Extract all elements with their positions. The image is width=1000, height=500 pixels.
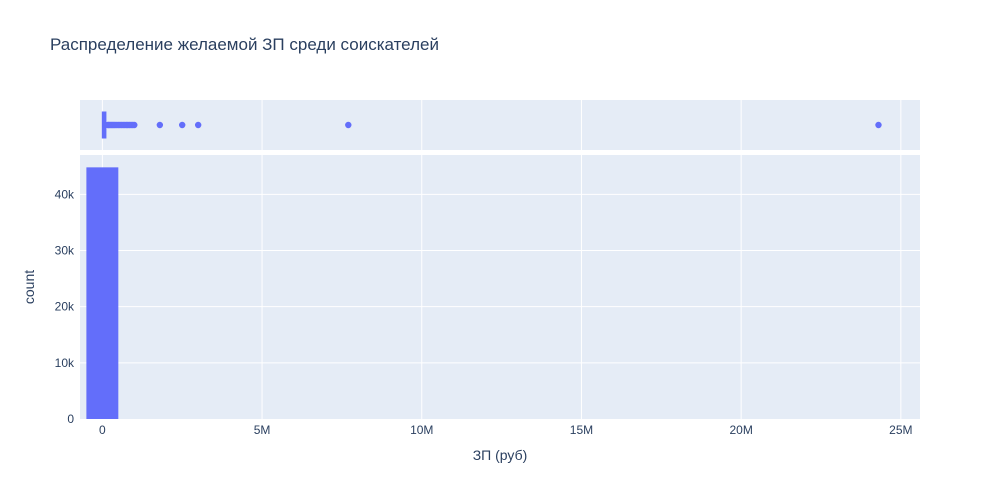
outlier-point	[875, 121, 882, 129]
x-tick-label: 0	[99, 423, 106, 437]
box-outliers	[104, 121, 882, 129]
y-tick-label: 30k	[55, 243, 75, 257]
y-axis-label: count	[21, 270, 37, 304]
x-tick-label: 10M	[410, 423, 433, 437]
chart-title: Распределение желаемой ЗП среди соискате…	[50, 35, 439, 54]
outlier-point	[156, 121, 164, 129]
marginal-box-panel	[80, 100, 920, 150]
histogram-bar	[86, 167, 119, 419]
marginal-gridlines	[101, 100, 902, 150]
y-tick-label: 0	[67, 412, 74, 426]
x-tick-label: 15M	[570, 423, 593, 437]
outlier-point	[131, 121, 138, 129]
outlier-point	[345, 121, 352, 129]
outlier-point	[179, 121, 186, 129]
histogram-panel: 0 5M 10M 15M 20M 25M 0 10k 20k 30k 40k	[55, 155, 920, 437]
x-axis-label: ЗП (руб)	[473, 447, 528, 463]
y-tick-label: 20k	[55, 300, 75, 314]
x-tick-label: 25M	[889, 423, 912, 437]
y-axis-ticks: 0 10k 20k 30k 40k	[55, 187, 75, 426]
x-axis-ticks: 0 5M 10M 15M 20M 25M	[99, 423, 912, 437]
x-tick-label: 20M	[729, 423, 752, 437]
marginal-plot-background	[80, 100, 920, 150]
main-gridlines	[80, 155, 920, 419]
x-tick-label: 5M	[254, 423, 271, 437]
histogram-bars	[86, 167, 119, 419]
main-plot-background	[80, 155, 920, 419]
y-tick-label: 40k	[55, 187, 75, 201]
y-tick-label: 10k	[55, 356, 75, 370]
outlier-point	[194, 121, 202, 129]
